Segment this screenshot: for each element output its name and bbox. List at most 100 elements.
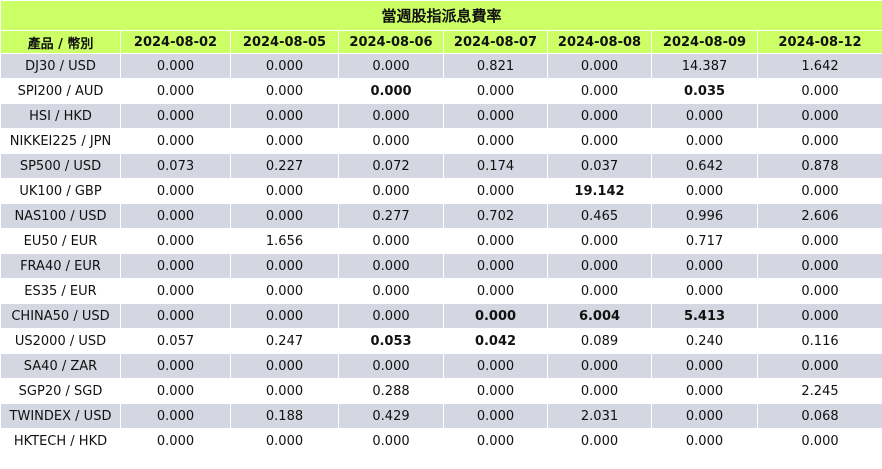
rate-cell: 0.000 xyxy=(547,78,652,104)
product-cell: US2000 / USD xyxy=(0,328,121,354)
rate-cell: 0.000 xyxy=(547,53,652,79)
rate-cell: 0.878 xyxy=(756,153,882,179)
rate-cell: 0.000 xyxy=(120,128,231,154)
rate-cell: 0.000 xyxy=(443,353,548,379)
rate-cell: 14.387 xyxy=(651,53,758,79)
rate-cell: 1.642 xyxy=(756,53,882,79)
rate-cell: 0.000 xyxy=(230,103,339,129)
table-header-row: 產品 / 幣別 2024-08-02 2024-08-05 2024-08-06… xyxy=(0,30,882,54)
table-row: HKTECH / HKD 0.000 0.000 0.000 0.000 0.000 0.0… xyxy=(0,428,882,454)
rate-cell: 0.000 xyxy=(230,178,339,204)
table-body: DJ30 / USD 0.000 0.000 0.000 0.821 0.000 14.38… xyxy=(0,53,882,454)
rate-cell: 0.000 xyxy=(338,253,444,279)
rate-cell: 0.000 xyxy=(547,428,652,454)
date-column-header: 2024-08-02 xyxy=(120,30,231,54)
rate-cell: 0.000 xyxy=(756,303,882,329)
table-row: NIKKEI225 / JPN 0.000 0.000 0.000 0.000 0.000… xyxy=(0,128,882,154)
rate-cell: 0.000 xyxy=(120,378,231,404)
product-cell: NIKKEI225 / JPN xyxy=(0,128,121,154)
product-cell: EU50 / EUR xyxy=(0,228,121,254)
rate-cell: 0.000 xyxy=(230,53,339,79)
rate-cell: 0.000 xyxy=(230,128,339,154)
table-row: SA40 / ZAR 0.000 0.000 0.000 0.000 0.000 0.000… xyxy=(0,353,882,379)
date-column-header: 2024-08-07 xyxy=(443,30,548,54)
rate-cell: 0.000 xyxy=(443,228,548,254)
rate-cell: 0.000 xyxy=(443,103,548,129)
rate-cell: 0.000 xyxy=(651,128,758,154)
rate-cell: 0.000 xyxy=(651,428,758,454)
rate-cell: 0.000 xyxy=(756,103,882,129)
rate-cell: 0.000 xyxy=(651,253,758,279)
rate-cell: 0.000 xyxy=(230,203,339,229)
rate-cell: 0.227 xyxy=(230,153,339,179)
table-title: 當週股指派息費率 xyxy=(0,0,882,31)
rate-cell: 0.000 xyxy=(547,278,652,304)
rate-cell: 0.000 xyxy=(756,253,882,279)
table-row: UK100 / GBP 0.000 0.000 0.000 0.000 19.142 0.0… xyxy=(0,178,882,204)
product-column-header: 產品 / 幣別 xyxy=(0,30,121,54)
product-cell: SP500 / USD xyxy=(0,153,121,179)
rate-cell: 0.000 xyxy=(443,178,548,204)
rate-cell: 0.702 xyxy=(443,203,548,229)
rate-cell: 0.288 xyxy=(338,378,444,404)
rate-cell: 0.035 xyxy=(651,78,758,104)
date-column-header: 2024-08-06 xyxy=(338,30,444,54)
rate-cell: 0.072 xyxy=(338,153,444,179)
rate-cell: 0.000 xyxy=(338,103,444,129)
rate-cell: 0.000 xyxy=(338,53,444,79)
rate-cell: 0.089 xyxy=(547,328,652,354)
rate-cell: 0.000 xyxy=(338,428,444,454)
product-cell: HKTECH / HKD xyxy=(0,428,121,454)
rate-cell: 0.000 xyxy=(120,53,231,79)
rate-cell: 0.277 xyxy=(338,203,444,229)
rate-cell: 0.000 xyxy=(547,253,652,279)
rate-cell: 0.000 xyxy=(547,103,652,129)
date-column-header: 2024-08-09 xyxy=(651,30,758,54)
rate-cell: 0.000 xyxy=(230,353,339,379)
rate-cell: 0.000 xyxy=(651,178,758,204)
table-row: NAS100 / USD 0.000 0.000 0.277 0.702 0.465 0.9… xyxy=(0,203,882,229)
rate-cell: 0.000 xyxy=(338,278,444,304)
rate-cell: 0.053 xyxy=(338,328,444,354)
rate-cell: 0.000 xyxy=(443,278,548,304)
rate-cell: 0.000 xyxy=(443,303,548,329)
rate-cell: 0.000 xyxy=(547,353,652,379)
rate-cell: 0.000 xyxy=(120,78,231,104)
rate-cell: 0.000 xyxy=(120,428,231,454)
date-column-header: 2024-08-12 xyxy=(756,30,882,54)
rate-cell: 0.057 xyxy=(120,328,231,354)
rate-cell: 0.000 xyxy=(443,78,548,104)
table-row: EU50 / EUR 0.000 1.656 0.000 0.000 0.000 0.717… xyxy=(0,228,882,254)
product-cell: TWINDEX / USD xyxy=(0,403,121,429)
rate-cell: 0.000 xyxy=(338,303,444,329)
product-cell: SGP20 / SGD xyxy=(0,378,121,404)
rate-cell: 6.004 xyxy=(547,303,652,329)
table-row: SP500 / USD 0.073 0.227 0.072 0.174 0.037 0.64… xyxy=(0,153,882,179)
rate-cell: 0.996 xyxy=(651,203,758,229)
rate-cell: 5.413 xyxy=(651,303,758,329)
rate-cell: 0.037 xyxy=(547,153,652,179)
rate-cell: 0.000 xyxy=(120,178,231,204)
rate-cell: 0.073 xyxy=(120,153,231,179)
rate-cell: 0.000 xyxy=(120,303,231,329)
rate-cell: 1.656 xyxy=(230,228,339,254)
rate-cell: 0.000 xyxy=(230,303,339,329)
rate-cell: 0.000 xyxy=(120,278,231,304)
rate-cell: 0.000 xyxy=(120,253,231,279)
date-column-header: 2024-08-05 xyxy=(230,30,339,54)
product-cell: HSI / HKD xyxy=(0,103,121,129)
rate-cell: 0.000 xyxy=(443,428,548,454)
table-row: CHINA50 / USD 0.000 0.000 0.000 0.000 6.004 5.… xyxy=(0,303,882,329)
product-cell: NAS100 / USD xyxy=(0,203,121,229)
rate-cell: 0.000 xyxy=(120,228,231,254)
rate-cell: 0.000 xyxy=(547,228,652,254)
rate-cell: 0.000 xyxy=(756,278,882,304)
product-cell: ES35 / EUR xyxy=(0,278,121,304)
rate-cell: 0.000 xyxy=(443,253,548,279)
rate-cell: 0.000 xyxy=(230,428,339,454)
rate-cell: 0.000 xyxy=(756,228,882,254)
product-cell: SPI200 / AUD xyxy=(0,78,121,104)
rate-cell: 0.247 xyxy=(230,328,339,354)
table-row: DJ30 / USD 0.000 0.000 0.000 0.821 0.000 14.38… xyxy=(0,53,882,79)
rate-cell: 0.000 xyxy=(230,278,339,304)
